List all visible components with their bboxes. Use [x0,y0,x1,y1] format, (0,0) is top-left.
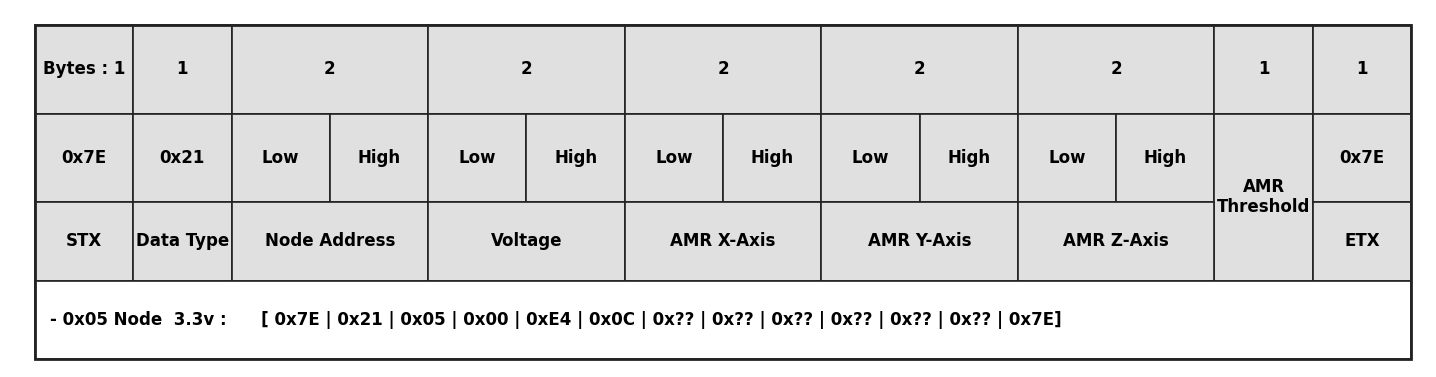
Bar [1215,113,1313,280]
Text: AMR
Threshold: AMR Threshold [1216,178,1310,216]
Text: 1: 1 [1356,60,1367,78]
Bar [34,25,1412,359]
Text: Low: Low [1048,149,1086,167]
Bar [428,25,625,113]
Bar [34,25,134,113]
Text: 0x7E: 0x7E [62,149,106,167]
Text: Node Address: Node Address [264,232,395,250]
Text: High: High [1143,149,1186,167]
Text: 2: 2 [325,60,336,78]
Text: Low: Low [261,149,300,167]
Text: 2: 2 [717,60,729,78]
Bar [1313,25,1412,113]
Bar [1215,25,1313,113]
Bar [919,113,1018,202]
Text: High: High [751,149,794,167]
Text: ETX: ETX [1344,232,1380,250]
Bar [1018,25,1215,113]
Bar [134,113,231,202]
Text: Low: Low [655,149,692,167]
Bar [134,202,231,280]
Text: 1: 1 [1258,60,1269,78]
Bar [821,202,1018,280]
Text: Data Type: Data Type [136,232,230,250]
Bar [527,113,625,202]
Bar [428,113,527,202]
Bar [821,113,919,202]
Text: Low: Low [852,149,889,167]
Bar [231,25,428,113]
Bar [1018,113,1116,202]
Bar [1313,202,1412,280]
Text: 2: 2 [521,60,533,78]
Text: 0x21: 0x21 [159,149,205,167]
Text: High: High [948,149,991,167]
Text: Bytes : 1: Bytes : 1 [43,60,125,78]
Text: Voltage: Voltage [491,232,561,250]
Bar [625,113,722,202]
Text: 1: 1 [177,60,188,78]
Text: AMR Y-Axis: AMR Y-Axis [867,232,971,250]
Bar [330,113,428,202]
Bar [1313,113,1412,202]
Bar [34,280,1412,359]
Text: High: High [554,149,597,167]
Text: - 0x05 Node  3.3v :      [ 0x7E | 0x21 | 0x05 | 0x00 | 0xE4 | 0x0C | 0x?? | 0x??: - 0x05 Node 3.3v : [ 0x7E | 0x21 | 0x05 … [50,311,1061,329]
Text: AMR X-Axis: AMR X-Axis [671,232,775,250]
Bar [231,113,330,202]
Bar [428,202,625,280]
Bar [231,202,428,280]
Bar [625,25,821,113]
Bar [34,113,134,202]
Bar [1018,202,1215,280]
Text: Low: Low [458,149,495,167]
Bar [134,25,231,113]
Text: High: High [358,149,401,167]
Text: 0x7E: 0x7E [1340,149,1384,167]
Bar [821,25,1018,113]
Text: STX: STX [66,232,102,250]
Bar [1116,113,1215,202]
Text: AMR Z-Axis: AMR Z-Axis [1063,232,1169,250]
Bar [625,202,821,280]
Text: 2: 2 [913,60,925,78]
Bar [34,202,134,280]
Bar [722,113,821,202]
Text: 2: 2 [1110,60,1122,78]
